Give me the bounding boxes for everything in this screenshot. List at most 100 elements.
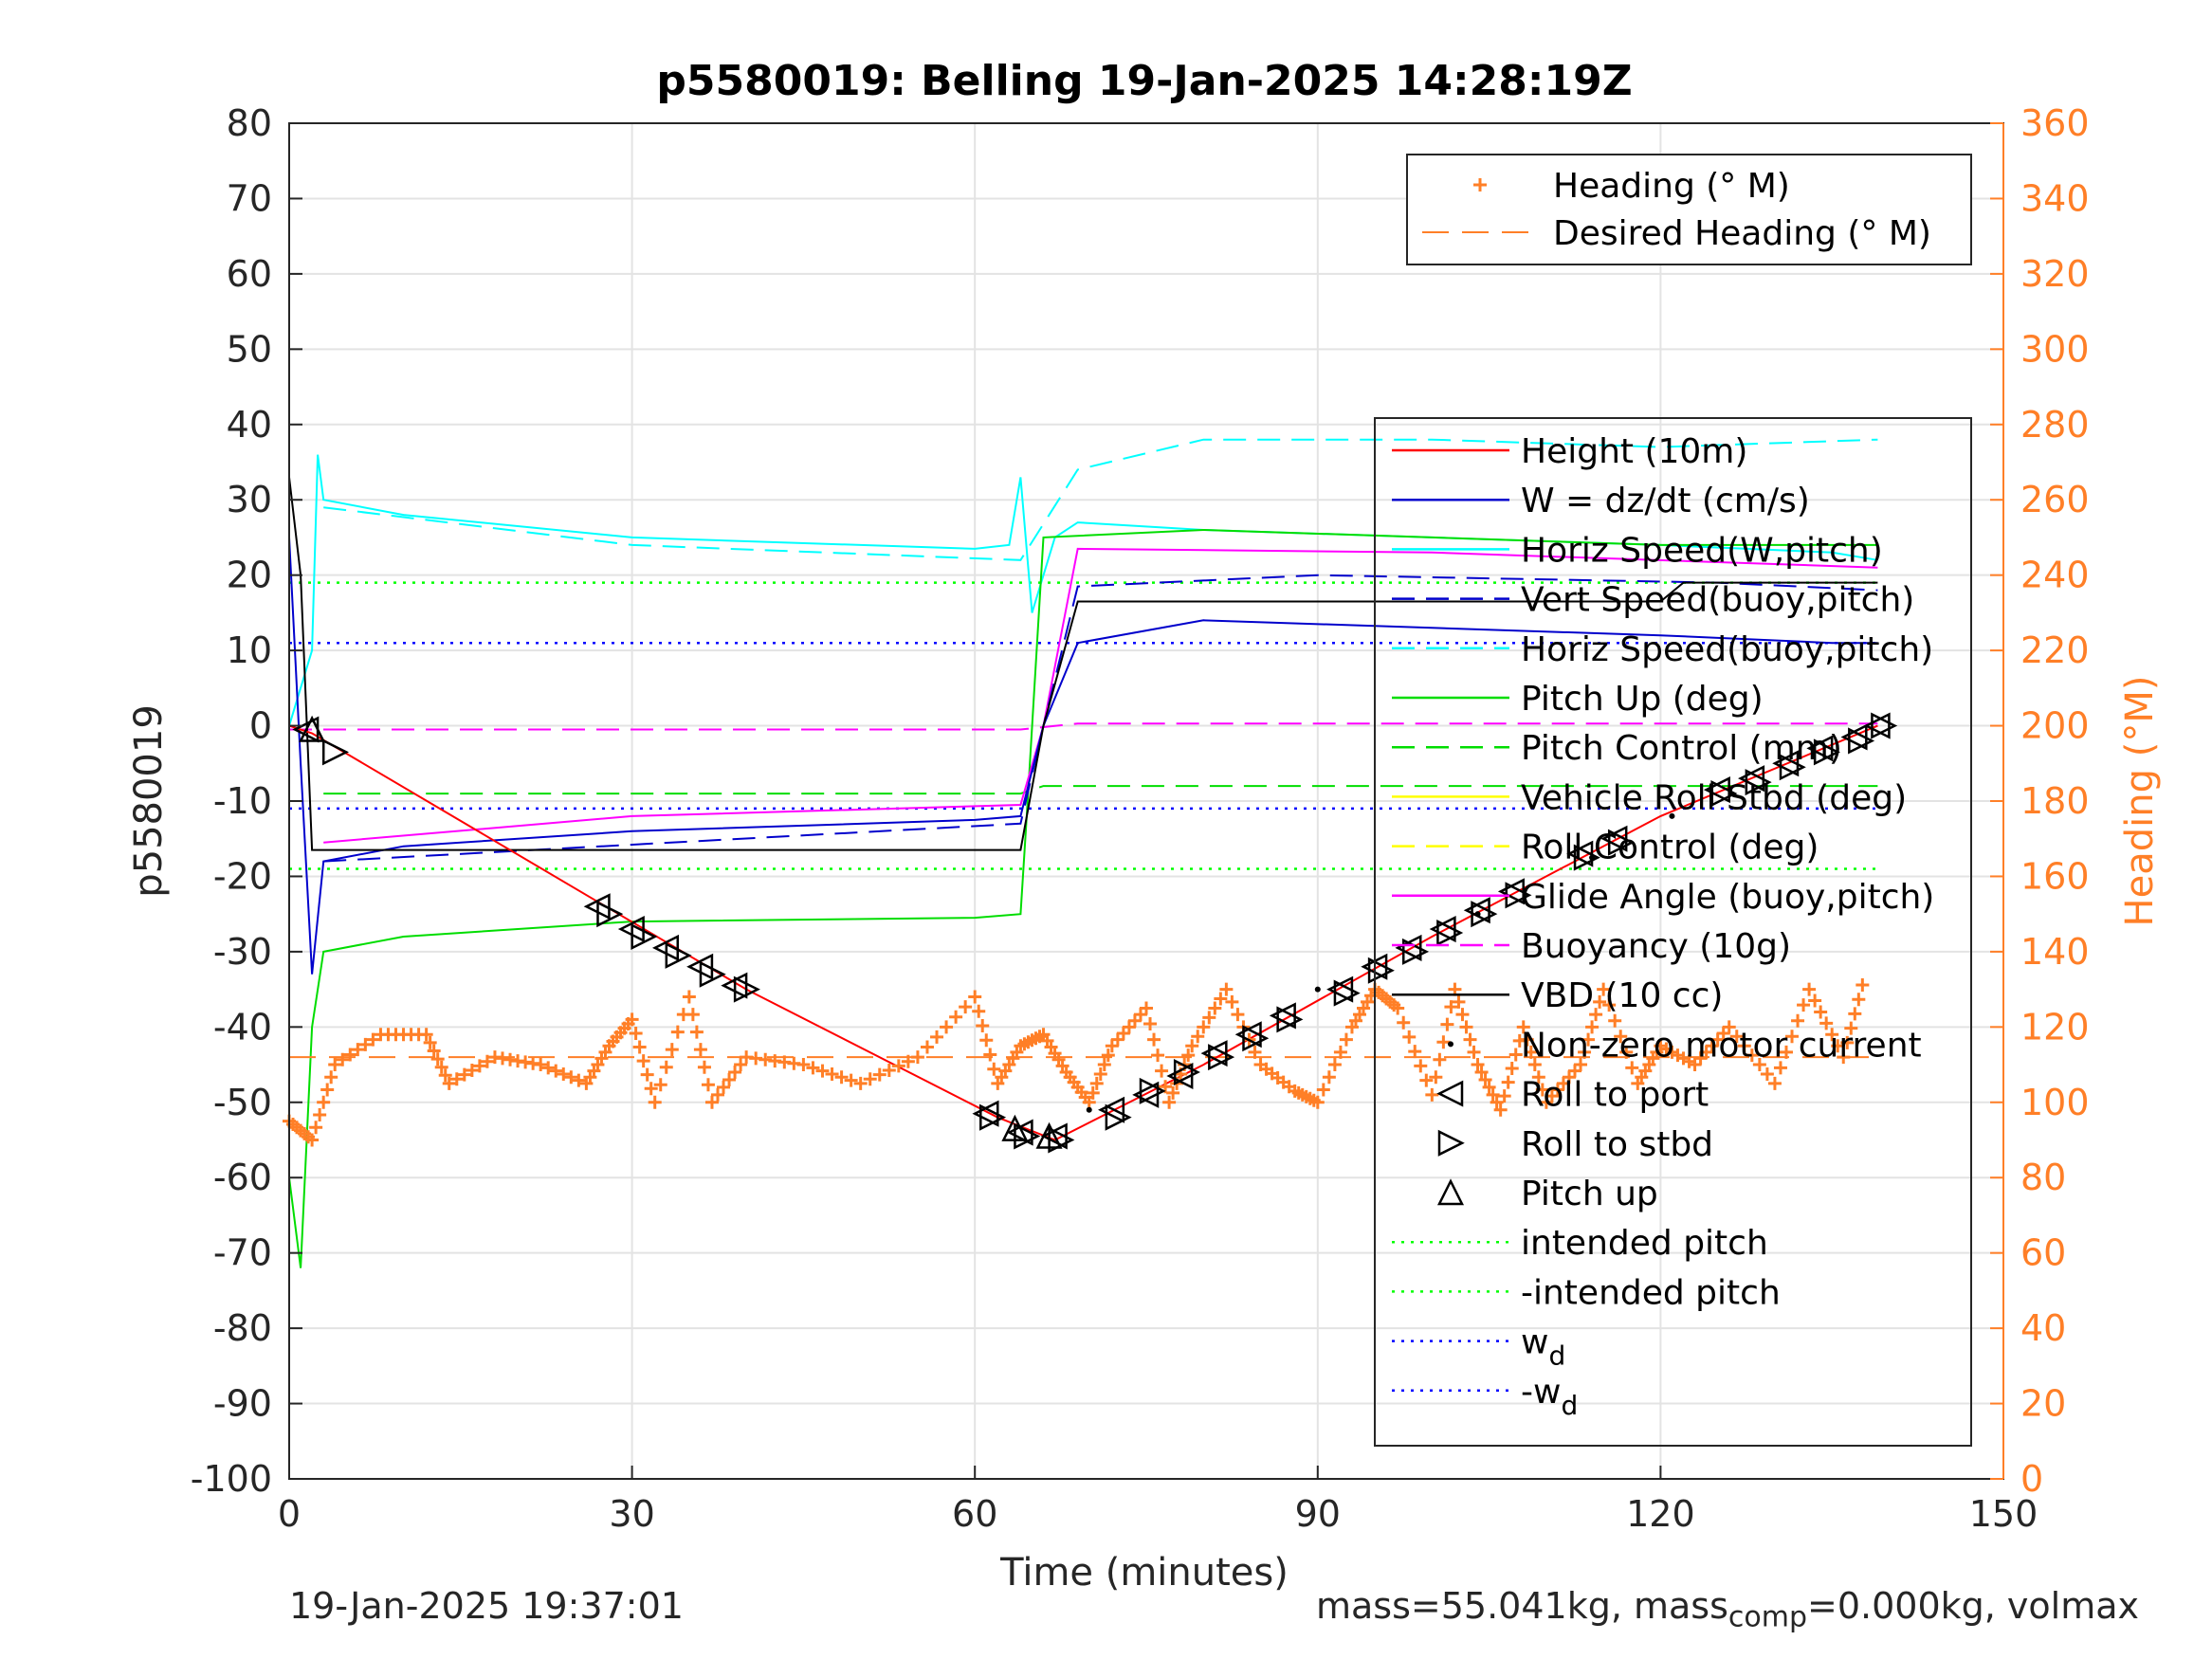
legend-main-entry: Pitch Control (mm) [1521, 729, 1842, 768]
roll-to-port-marker [1436, 1080, 1464, 1107]
heading-point [1101, 1048, 1115, 1063]
heading-point [1463, 1032, 1477, 1047]
heading-point [1140, 1001, 1153, 1015]
heading-point [366, 1032, 380, 1047]
heading-point [1760, 1066, 1774, 1081]
roll-to-stbd-marker [1402, 938, 1430, 965]
heading-point [693, 1043, 707, 1057]
heading-point [549, 1064, 563, 1078]
legend-heading-entry: Heading (° M) [1553, 167, 1790, 206]
heading-point [1508, 1048, 1523, 1062]
heading-point [1602, 998, 1617, 1012]
y-tick-label-right: 220 [2020, 629, 2090, 671]
roll-to-stbd-marker [1710, 780, 1738, 808]
heading-point [629, 1026, 643, 1040]
heading-point [659, 1060, 673, 1074]
roll-to-stbd-marker [1105, 1103, 1132, 1131]
axes: 0 30 60 90 120 15080706050403020100-10-20-30-… [191, 102, 2090, 1535]
heading-point [976, 1019, 990, 1033]
heading-point [1574, 1058, 1588, 1072]
heading-point [541, 1061, 556, 1075]
y-tick-label-right: 60 [2020, 1232, 2066, 1274]
heading-point [625, 1012, 639, 1027]
heading-point [1082, 1095, 1096, 1109]
heading-point [351, 1043, 365, 1057]
heading-point [1478, 1072, 1492, 1086]
motor-current-point [1474, 911, 1481, 918]
heading-point [1729, 1030, 1744, 1044]
heading-point [636, 1054, 650, 1068]
heading-point [1819, 1016, 1834, 1030]
legend-main-entry: wd [1521, 1323, 1565, 1372]
heading-point [689, 1025, 704, 1039]
pitch-up-marker [1436, 1178, 1465, 1206]
series-layer [283, 438, 1898, 1268]
heading-point [670, 1025, 685, 1039]
y-tick-label-right: 40 [2020, 1307, 2066, 1349]
heading-point [1162, 1095, 1177, 1109]
heading-point [1089, 1076, 1104, 1090]
heading-point [1436, 1035, 1451, 1049]
heading-point [1797, 998, 1811, 1012]
roll-to-stbd-marker [1276, 1006, 1304, 1033]
heading-point [442, 1076, 456, 1090]
heading-point [1391, 1001, 1405, 1015]
y-tick-label-left: 60 [227, 253, 272, 295]
heading-point [423, 1035, 437, 1049]
roll-to-stbd-marker [1436, 920, 1464, 947]
x-tick-label: 60 [952, 1493, 997, 1535]
heading-point [343, 1048, 357, 1062]
heading-point [1767, 1076, 1782, 1090]
y-tick-label-left: -70 [213, 1232, 272, 1274]
roll-to-stbd-marker [1437, 1129, 1465, 1157]
heading-point [438, 1068, 452, 1083]
legend-main-entry: Buoyancy (10g) [1521, 927, 1791, 966]
heading-point [1531, 1070, 1545, 1085]
series-horiz-speed-buoy-pitch [323, 438, 1878, 561]
legend-main-entry: -wd [1521, 1373, 1578, 1421]
heading-point [665, 1043, 679, 1057]
heading-point [1619, 1045, 1634, 1059]
heading-point [309, 1121, 323, 1135]
roll-to-stbd-marker [1333, 979, 1361, 1007]
heading-point [1151, 1048, 1165, 1063]
heading-point [1486, 1087, 1500, 1102]
y-tick-label-right: 320 [2020, 253, 2090, 295]
heading-point [1527, 1058, 1542, 1072]
roll-to-port-marker [1863, 712, 1891, 739]
heading-point [1339, 1032, 1353, 1047]
heading-point [1197, 1020, 1211, 1034]
motor-current-point [1669, 812, 1675, 819]
heading-point [1482, 1080, 1496, 1094]
heading-point [686, 1008, 700, 1022]
y-tick-label-right: 140 [2020, 931, 2090, 973]
heading-point [1429, 1070, 1443, 1085]
legend-main-entry: Non-zero motor current [1521, 1026, 1922, 1065]
heading-point [336, 1052, 350, 1066]
heading-point [987, 1062, 1001, 1076]
y-tick-label-left: -40 [213, 1006, 272, 1048]
heading-point [1597, 982, 1611, 996]
y-tick-label-left: 30 [227, 479, 272, 520]
series-vbd-10-cc [288, 477, 1878, 851]
legend-heading-box [1406, 154, 1972, 265]
y-tick-label-right: 360 [2020, 102, 2090, 144]
heading-point [834, 1070, 849, 1085]
y-tick-label-right: 300 [2020, 328, 2090, 370]
legend-main-subscript: d [1561, 1390, 1578, 1421]
heading-point [1608, 1013, 1622, 1028]
legend-main-entry: Vert Speed(buoy,pitch) [1521, 581, 1914, 620]
roll-to-port-marker [1098, 1096, 1125, 1123]
roll-to-stbd-marker [1573, 844, 1600, 871]
heading-point [1166, 1085, 1180, 1100]
roll-to-stbd-marker [1014, 1122, 1041, 1150]
x-tick-label: 120 [1626, 1493, 1695, 1535]
heading-point [1208, 1001, 1222, 1015]
heading-point [1520, 1032, 1534, 1047]
heading-point [1455, 1008, 1470, 1022]
heading-point [1397, 1015, 1411, 1030]
legend-main-subscript: d [1548, 1340, 1565, 1372]
heading-point [317, 1095, 331, 1109]
heading-point [1840, 1035, 1855, 1049]
pitch-up-marker [1001, 1114, 1029, 1141]
